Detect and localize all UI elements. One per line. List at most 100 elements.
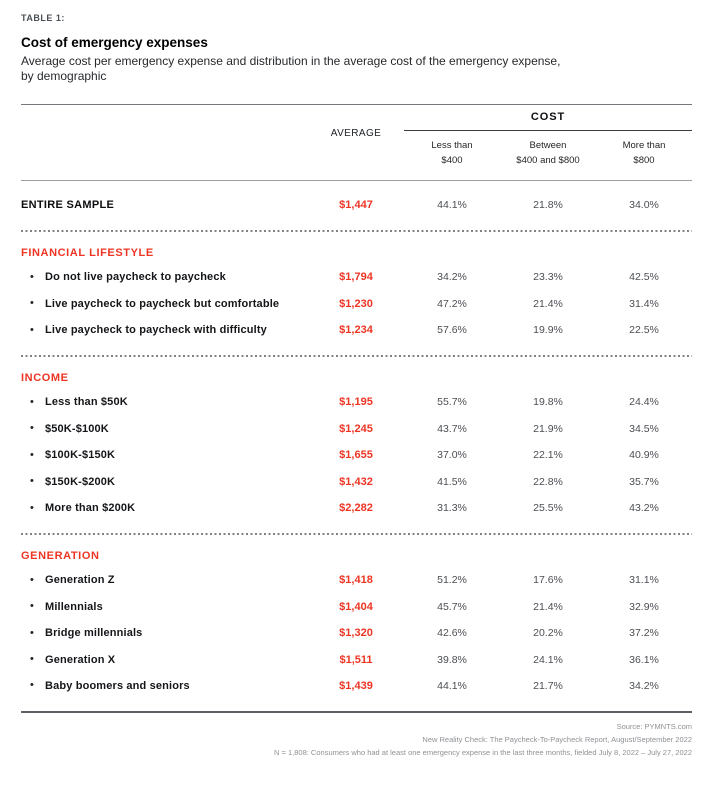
row-label-cell: • More than $200K [21, 502, 308, 514]
bullet-icon: • [30, 501, 34, 514]
row-cost-value: 17.6% [533, 574, 563, 587]
section-divider [21, 533, 692, 536]
row-label-cell: • $50K-$100K [21, 423, 308, 435]
table-row: • Live paycheck to paycheck with difficul… [21, 317, 692, 343]
row-cost-value: 42.6% [437, 627, 467, 640]
row-cost-value: 21.4% [533, 297, 563, 310]
cost-subcolumn-header: Less than $400 [404, 138, 500, 168]
row-cost-value: 40.9% [629, 449, 659, 462]
row-label: Less than $50K [45, 396, 128, 409]
table-row: • $50K-$100K $1,245 43.7% 21.9% 34.5% [21, 416, 692, 442]
cost-subcolumns: Less than $400 Between $400 and $800 Mor… [404, 131, 692, 180]
row-cost-value: 19.8% [533, 396, 563, 409]
row-cost-value: 34.5% [629, 422, 659, 435]
table-bottom-rule [21, 711, 692, 714]
row-average-value: $1,655 [339, 449, 373, 462]
row-average-value: $1,195 [339, 396, 373, 409]
row-cost-value: 34.2% [629, 679, 659, 692]
row-label: Millennials [45, 600, 103, 613]
bullet-icon: • [30, 573, 34, 586]
row-label-cell: • Millennials [21, 601, 308, 613]
row-average-value: $1,320 [339, 627, 373, 640]
row-cost-value: 44.1% [437, 679, 467, 692]
table-row: • $150K-$200K $1,432 41.5% 22.8% 35.7% [21, 468, 692, 494]
row-cost-value: 22.5% [629, 324, 659, 337]
table-top-rule [21, 103, 692, 105]
header-bottom-rule [21, 180, 692, 182]
section-title: FINANCIAL LIFESTYLE [21, 247, 154, 260]
row-label-cell: • Do not live paycheck to paycheck [21, 271, 308, 283]
row-label-cell: • $150K-$200K [21, 476, 308, 488]
row-cost-value: 20.2% [533, 627, 563, 640]
row-cost-value: 37.0% [437, 449, 467, 462]
bullet-icon: • [30, 679, 34, 692]
row-cost-value: 22.8% [533, 475, 563, 488]
row-cost-value: 32.9% [629, 600, 659, 613]
section-rows: • Do not live paycheck to paycheck $1,794 3… [21, 264, 692, 355]
section-income: INCOME • Less than $50K $1,195 55.7% 19.8% 24… [21, 357, 692, 533]
row-average-value: $1,234 [339, 324, 373, 337]
row-cost-value: 37.2% [629, 627, 659, 640]
source-notes: Source: PYMNTS.com New Reality Check: Th… [21, 721, 692, 759]
row-cost-value: 42.5% [629, 271, 659, 284]
cost-subcolumn-header: Between $400 and $800 [500, 138, 596, 168]
source-line: New Reality Check: The Paycheck-To-Paych… [422, 734, 692, 744]
row-cost-value: 31.4% [629, 297, 659, 310]
bullet-icon: • [30, 448, 34, 461]
cost-col-label-line: $400 and $800 [516, 154, 580, 166]
row-label-cell: • Generation X [21, 654, 308, 666]
bullet-icon: • [30, 600, 34, 613]
row-average-value: $1,511 [339, 653, 373, 666]
row-label-cell: • Live paycheck to paycheck but comfortab… [21, 298, 308, 310]
row-cost-value: 35.7% [629, 475, 659, 488]
row-cost-value: 23.3% [533, 271, 563, 284]
row-average-value: $2,282 [339, 502, 373, 515]
table-row: • Live paycheck to paycheck but comfortab… [21, 290, 692, 316]
row-label-cell: • Less than $50K [21, 396, 308, 408]
bullet-icon: • [30, 653, 34, 666]
row-label-cell: • $100K-$150K [21, 449, 308, 461]
bullet-icon: • [30, 395, 34, 408]
row-average-value: $1,794 [339, 271, 373, 284]
bullet-icon: • [30, 297, 34, 310]
row-average-value: $1,439 [339, 679, 373, 692]
row-label-cell: • Baby boomers and seniors [21, 680, 308, 692]
table-row: • More than $200K $2,282 31.3% 25.5% 43.2% [21, 495, 692, 521]
table-row: • Baby boomers and seniors $1,439 44.1% 21.7… [21, 673, 692, 699]
bullet-icon: • [30, 270, 34, 283]
bullet-icon: • [30, 323, 34, 336]
row-cost-value: 21.4% [533, 600, 563, 613]
row-label: ENTIRE SAMPLE [21, 199, 115, 212]
bullet-icon: • [30, 626, 34, 639]
section-generation: GENERATION • Generation Z $1,418 51.2% 17.6%… [21, 535, 692, 711]
row-cost-value: 43.7% [437, 422, 467, 435]
row-label: Generation X [45, 653, 116, 666]
row-cost-value: 31.1% [629, 574, 659, 587]
cost-col-label-line: $800 [633, 154, 655, 166]
row-cost-value: 55.7% [437, 396, 467, 409]
table-row: • Generation Z $1,418 51.2% 17.6% 31.1% [21, 567, 692, 593]
section-divider [21, 230, 692, 233]
section-title: INCOME [21, 372, 69, 385]
table-row: • Generation X $1,511 39.8% 24.1% 36.1% [21, 646, 692, 672]
row-cost-value: 51.2% [437, 574, 467, 587]
cost-col-label-line: More than [622, 139, 666, 151]
table-column-headers: AVERAGE COST Less than $400 Between $400… [21, 105, 692, 180]
section-financial-lifestyle: FINANCIAL LIFESTYLE • Do not live paychec… [21, 232, 692, 355]
cost-subcolumn-header: More than $800 [596, 138, 692, 168]
row-cost-value: 21.8% [533, 199, 563, 212]
page-title: Cost of emergency expenses [21, 35, 208, 50]
cost-column-group: COST Less than $400 Between $400 and $80… [404, 105, 692, 180]
page-subtitle: Average cost per emergency expense and d… [21, 54, 641, 85]
row-cost-value: 34.0% [629, 199, 659, 212]
row-label-cell: • Generation Z [21, 574, 308, 586]
row-cost-value: 36.1% [629, 653, 659, 666]
row-cost-value: 22.1% [533, 449, 563, 462]
row-cost-value: 34.2% [437, 271, 467, 284]
section-divider [21, 355, 692, 358]
average-column-header: AVERAGE [330, 127, 382, 139]
subtitle-line-2: by demographic [21, 69, 107, 84]
row-label-cell: • Live paycheck to paycheck with difficul… [21, 324, 308, 336]
row-label-cell: • Bridge millennials [21, 627, 308, 639]
table-row: • Bridge millennials $1,320 42.6% 20.2% 37.2% [21, 620, 692, 646]
